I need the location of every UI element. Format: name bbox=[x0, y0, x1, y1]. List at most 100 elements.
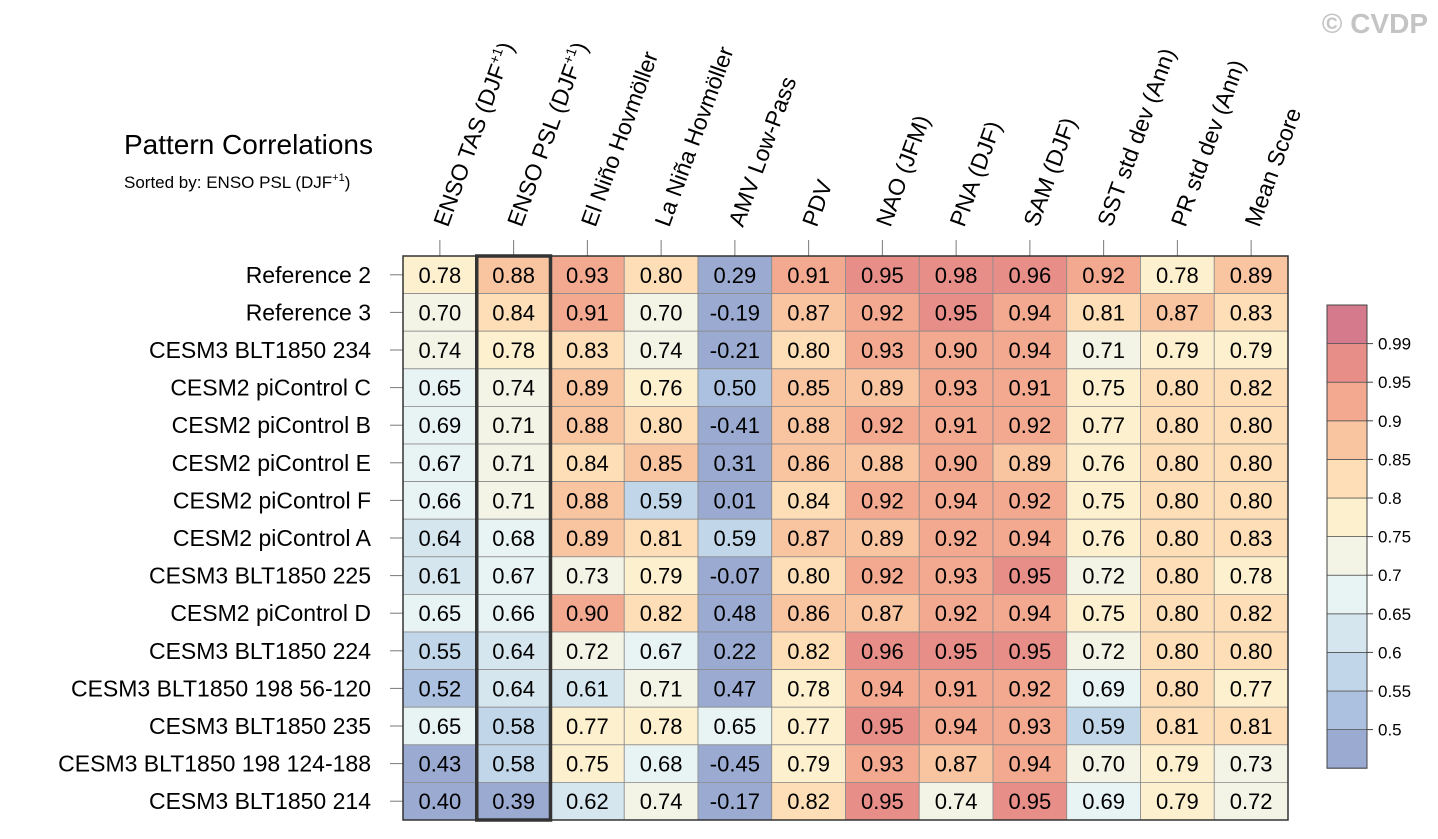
cell-value: 0.65 bbox=[418, 714, 461, 739]
heatmap-cell bbox=[771, 744, 846, 783]
cell-value: -0.21 bbox=[710, 338, 760, 363]
colorbar-label: 0.6 bbox=[1378, 643, 1402, 662]
heatmap-cell bbox=[476, 594, 551, 633]
heatmap-cell bbox=[1140, 669, 1215, 708]
cell-value: 0.64 bbox=[492, 676, 535, 701]
cell-value: 0.95 bbox=[1008, 789, 1051, 814]
cell-value: 0.74 bbox=[418, 338, 461, 363]
cell-value: 0.89 bbox=[861, 526, 904, 551]
cell-value: 0.83 bbox=[1230, 526, 1273, 551]
heatmap-cell bbox=[1066, 706, 1141, 746]
cell-value: 0.90 bbox=[935, 338, 978, 363]
column-labels: ENSO TAS (DJF+1)ENSO PSL (DJF+1)El Niño … bbox=[428, 38, 1306, 230]
cell-value: 0.79 bbox=[640, 564, 683, 589]
cell-value: 0.93 bbox=[935, 376, 978, 401]
row-label: CESM3 BLT1850 225 bbox=[149, 563, 371, 589]
column-label-text: La Niña Hovmöller bbox=[649, 43, 738, 230]
row-label: CESM2 piControl E bbox=[172, 450, 371, 476]
heatmap-cell bbox=[623, 706, 699, 746]
cell-value: 0.75 bbox=[566, 752, 609, 777]
cell-value: 0.90 bbox=[935, 451, 978, 476]
cell-value: 0.71 bbox=[640, 676, 683, 701]
cell-value: 0.69 bbox=[1082, 789, 1125, 814]
cell-value: 0.29 bbox=[713, 263, 756, 288]
heatmap-cell bbox=[697, 518, 773, 558]
heatmap-cells bbox=[402, 255, 1289, 821]
cell-value: 0.83 bbox=[566, 338, 609, 363]
heatmap-cell bbox=[402, 744, 478, 783]
heatmap-cell bbox=[550, 556, 625, 595]
heatmap-cell bbox=[1213, 782, 1289, 821]
heatmap-cell bbox=[845, 782, 920, 821]
subtitle-superscript: +1 bbox=[332, 172, 345, 184]
cell-value: 0.87 bbox=[787, 526, 830, 551]
heatmap-cell bbox=[697, 255, 773, 294]
row-labels: Reference 2 Reference 3 CESM3 BLT1850 234 C… bbox=[58, 262, 372, 814]
heatmap-cell bbox=[402, 330, 478, 370]
heatmap-cell bbox=[550, 706, 625, 746]
column-label: ENSO PSL (DJF+1) bbox=[501, 38, 593, 230]
heatmap-cell bbox=[697, 594, 773, 633]
heatmap-cell bbox=[402, 405, 478, 445]
cell-value: 0.74 bbox=[640, 338, 683, 363]
heatmap-cell bbox=[918, 443, 994, 482]
row-label: CESM2 piControl D bbox=[170, 600, 371, 626]
cell-value: 0.94 bbox=[1008, 338, 1051, 363]
heatmap-cell bbox=[845, 368, 920, 407]
cell-value: 0.80 bbox=[1230, 413, 1273, 438]
cell-value: 0.93 bbox=[861, 752, 904, 777]
heatmap-cell bbox=[1140, 443, 1215, 482]
cell-value: 0.81 bbox=[1156, 714, 1199, 739]
heatmap-cell bbox=[771, 330, 846, 370]
cell-value: 0.66 bbox=[492, 601, 535, 626]
cell-value: 0.84 bbox=[787, 488, 830, 513]
cell-value: 0.71 bbox=[492, 451, 535, 476]
row-label: Reference 2 bbox=[246, 262, 371, 288]
cell-value: 0.80 bbox=[640, 413, 683, 438]
cell-value: 0.64 bbox=[492, 639, 535, 664]
heatmap-cell-values: 0.78 0.88 0.93 0.80 0.29 0.91 0.95 0.98 0.96 0.92… bbox=[418, 263, 1272, 814]
cell-value: 0.80 bbox=[1230, 639, 1273, 664]
cell-value: 0.92 bbox=[1008, 413, 1051, 438]
heatmap-cell bbox=[1140, 706, 1215, 746]
cell-value: 0.48 bbox=[713, 601, 756, 626]
colorbar-label: 0.99 bbox=[1378, 335, 1411, 354]
heatmap-cell bbox=[992, 518, 1068, 558]
heatmap-cell bbox=[550, 255, 625, 294]
heatmap-cell bbox=[771, 368, 846, 407]
cell-value: 0.88 bbox=[566, 488, 609, 513]
cell-value: 0.88 bbox=[861, 451, 904, 476]
cell-value: 0.75 bbox=[1082, 601, 1125, 626]
heatmap-cell bbox=[697, 782, 773, 821]
cell-value: 0.92 bbox=[861, 488, 904, 513]
heatmap-cell bbox=[992, 481, 1068, 520]
cell-value: 0.59 bbox=[1082, 714, 1125, 739]
cell-value: 0.73 bbox=[1230, 752, 1273, 777]
cell-value: 0.89 bbox=[1230, 263, 1273, 288]
colorbar-segment bbox=[1326, 536, 1368, 576]
cell-value: 0.90 bbox=[566, 601, 609, 626]
cell-value: 0.72 bbox=[1230, 789, 1273, 814]
cell-value: 0.66 bbox=[418, 488, 461, 513]
column-label: PNA (DJF) bbox=[944, 118, 1006, 230]
heatmap-cell bbox=[992, 405, 1068, 445]
heatmap-cell bbox=[1140, 631, 1215, 670]
colorbar-segment bbox=[1326, 497, 1368, 537]
heatmap-cell bbox=[918, 293, 994, 332]
heatmap-cell bbox=[771, 293, 846, 332]
heatmap-cell bbox=[992, 744, 1068, 783]
cell-value: 0.70 bbox=[640, 300, 683, 325]
cell-value: 0.95 bbox=[861, 714, 904, 739]
heatmap-cell bbox=[623, 631, 699, 670]
column-label-text: PR std dev (Ann) bbox=[1166, 56, 1250, 229]
colorbar-label: 0.55 bbox=[1378, 682, 1411, 701]
row-label: CESM3 BLT1850 234 bbox=[149, 337, 371, 363]
colorbar-label: 0.9 bbox=[1378, 412, 1402, 431]
cell-value: 0.88 bbox=[492, 263, 535, 288]
heatmap-cell bbox=[1066, 255, 1141, 294]
heatmap-cell bbox=[476, 782, 551, 821]
row-label: CESM3 BLT1850 235 bbox=[149, 713, 371, 739]
heatmap-cell bbox=[771, 405, 846, 445]
cell-value: 0.89 bbox=[1008, 451, 1051, 476]
heatmap-cell bbox=[1213, 330, 1289, 370]
